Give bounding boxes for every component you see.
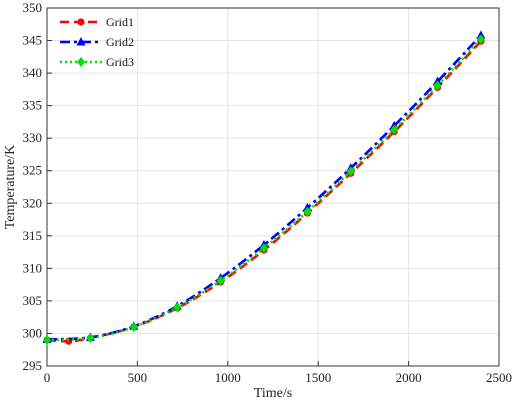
data-point	[390, 124, 399, 135]
x-tick-label: 1500	[305, 370, 331, 385]
y-tick-label: 345	[23, 33, 43, 48]
data-point	[86, 333, 95, 344]
y-tick-label: 315	[23, 228, 43, 243]
data-point	[346, 166, 355, 177]
data-point	[476, 34, 485, 45]
data-point	[433, 80, 442, 91]
plot-frame	[46, 7, 500, 367]
x-axis-title: Time/s	[254, 386, 292, 401]
series-line-grid2	[46, 34, 482, 341]
y-tick-label: 340	[23, 65, 43, 80]
series-grid3	[43, 34, 485, 345]
data-point	[216, 275, 225, 286]
x-tick-label: 2500	[486, 370, 512, 385]
y-axis-title: Temperature/K	[3, 145, 18, 230]
legend-label: Grid2	[106, 35, 134, 49]
legend: Grid1 Grid2 Grid3	[60, 15, 134, 69]
y-tick-label: 320	[23, 195, 43, 210]
y-tick-label: 330	[23, 130, 43, 145]
data-point	[129, 321, 138, 332]
series-grid1	[43, 37, 485, 345]
x-tick-label: 2000	[396, 370, 422, 385]
y-tick-label: 310	[23, 260, 43, 275]
legend-label: Grid3	[106, 55, 134, 69]
x-tick-label: 0	[44, 370, 51, 385]
legend-item-grid3: Grid3	[60, 55, 134, 69]
legend-item-grid2: Grid2	[60, 35, 134, 49]
y-tick-label: 305	[23, 293, 43, 308]
legend-marker	[77, 57, 85, 67]
legend-item-grid1: Grid1	[60, 15, 134, 29]
y-tick-label: 350	[23, 0, 43, 15]
series-line-grid3	[46, 38, 482, 342]
series-line-grid1	[46, 40, 482, 343]
data-point	[173, 302, 182, 313]
axis-ticks: 0 500 1000 1500 2000 2500 295 300 305 310 315 320 32…	[23, 0, 512, 385]
legend-marker	[76, 37, 86, 46]
y-tick-label: 300	[23, 325, 43, 340]
y-tick-label: 325	[23, 163, 43, 178]
data-point	[43, 334, 51, 345]
series-lines	[42, 30, 486, 345]
y-tick-label: 295	[23, 358, 43, 373]
y-tick-label: 335	[23, 98, 43, 113]
x-tick-label: 500	[128, 370, 148, 385]
legend-marker	[77, 18, 85, 26]
data-point	[303, 206, 312, 217]
x-tick-label: 1000	[215, 370, 241, 385]
legend-label: Grid1	[106, 15, 134, 29]
series-grid2	[42, 30, 486, 343]
data-point	[259, 243, 268, 254]
